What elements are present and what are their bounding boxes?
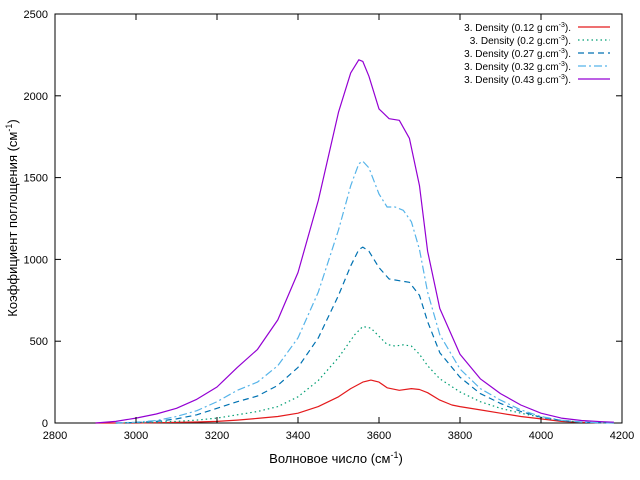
y-tick-label: 2500 xyxy=(24,9,48,21)
axes: 2800 3000 3200 3400 3600 3800 4000 4200 0 500 1000… xyxy=(24,9,635,442)
legend-label-5: 3. Density (0.43 g.cm-3). xyxy=(464,74,571,86)
legend-label-4: 3. Density (0.32 g.cm-3). xyxy=(464,61,571,73)
legend: 3. Density (0.12 g cm-3).3. Density (0.2… xyxy=(464,22,610,86)
x-tick-label: 3200 xyxy=(205,430,229,442)
legend-label-2: 3. Density (0.2 g.cm-3). xyxy=(470,35,571,47)
x-tick-label: 3600 xyxy=(367,430,391,442)
y-tick-label: 500 xyxy=(30,336,48,348)
series-line-1 xyxy=(95,379,614,424)
plot-area xyxy=(54,13,623,424)
legend-label-3: 3. Density (0.27 g.cm-3). xyxy=(464,48,571,60)
series-line-4 xyxy=(115,160,614,424)
y-tick-label: 1500 xyxy=(24,173,48,185)
series-layer xyxy=(95,59,614,424)
y-tick-label: 1000 xyxy=(24,254,48,266)
x-tick-label: 3000 xyxy=(124,430,148,442)
legend-label-1: 3. Density (0.12 g cm-3). xyxy=(464,22,571,34)
x-tick-label: 2800 xyxy=(43,430,67,442)
series-line-2 xyxy=(115,325,614,424)
y-tick-label: 2000 xyxy=(24,91,48,103)
x-axis-title: Волновое число (см-1) xyxy=(269,450,403,466)
y-tick-label: 0 xyxy=(42,418,48,430)
series-line-3 xyxy=(115,246,614,424)
plot-border xyxy=(54,13,623,424)
x-tick-label: 3800 xyxy=(448,430,472,442)
series-line-5 xyxy=(95,59,614,424)
y-axis-title: Коэффициент поглощения (см-1) xyxy=(4,119,20,316)
x-tick-label: 4000 xyxy=(529,430,553,442)
x-tick-label: 3400 xyxy=(286,430,310,442)
x-tick-label: 4200 xyxy=(610,430,634,442)
